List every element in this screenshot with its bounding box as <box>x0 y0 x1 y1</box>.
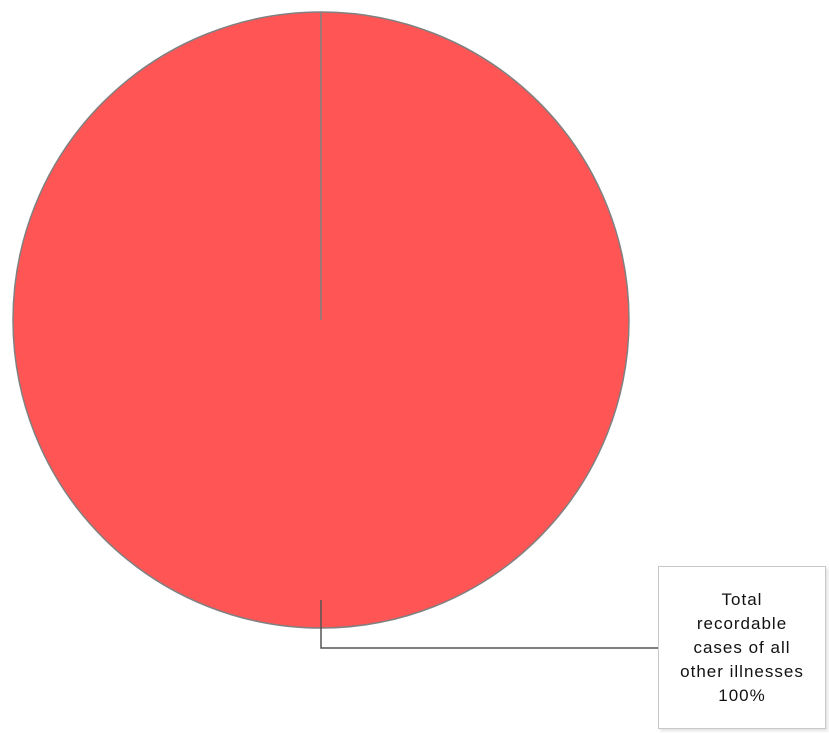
data-label-percent: 100% <box>718 685 766 705</box>
label-leader-line <box>320 600 658 649</box>
data-label-line-2: recordable <box>696 613 788 633</box>
data-label-line-4: other illnesses <box>680 661 804 681</box>
data-label-line-3: cases of all <box>693 637 791 657</box>
slice-data-label: Total recordable cases of all other illn… <box>658 566 826 729</box>
data-label-line-1: Total <box>721 589 763 609</box>
